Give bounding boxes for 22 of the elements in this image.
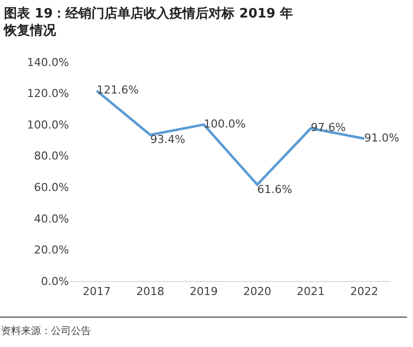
data-label: 100.0% (204, 117, 246, 130)
y-tick-label: 100.0% (27, 118, 69, 132)
chart-title: 图表 19：经销门店单店收入疫情后对标 2019 年恢复情况 (3, 5, 293, 38)
y-tick-label: 80.0% (34, 150, 69, 163)
x-tick-label: 2018 (136, 285, 164, 298)
y-tick-label: 140.0% (27, 56, 69, 69)
y-tick-label: 20.0% (34, 244, 69, 257)
x-tick-label: 2019 (190, 285, 218, 298)
x-tick-label: 2020 (243, 285, 272, 298)
data-label: 91.0% (364, 131, 400, 144)
x-tick-label: 2021 (296, 285, 325, 298)
x-tick-label: 2017 (82, 285, 111, 298)
data-label: 121.6% (96, 84, 139, 97)
x-tick-label: 2022 (350, 285, 378, 298)
y-tick-label: 120.0% (27, 87, 69, 100)
data-label: 97.6% (310, 121, 346, 134)
text: 资料来源：公司公告 (1, 325, 91, 337)
data-label: 61.6% (257, 182, 292, 196)
y-tick-label: 40.0% (34, 212, 69, 226)
data-label: 93.4% (150, 133, 186, 146)
y-tick-label: 60.0% (34, 180, 69, 194)
y-tick-label: 0.0% (41, 274, 69, 288)
